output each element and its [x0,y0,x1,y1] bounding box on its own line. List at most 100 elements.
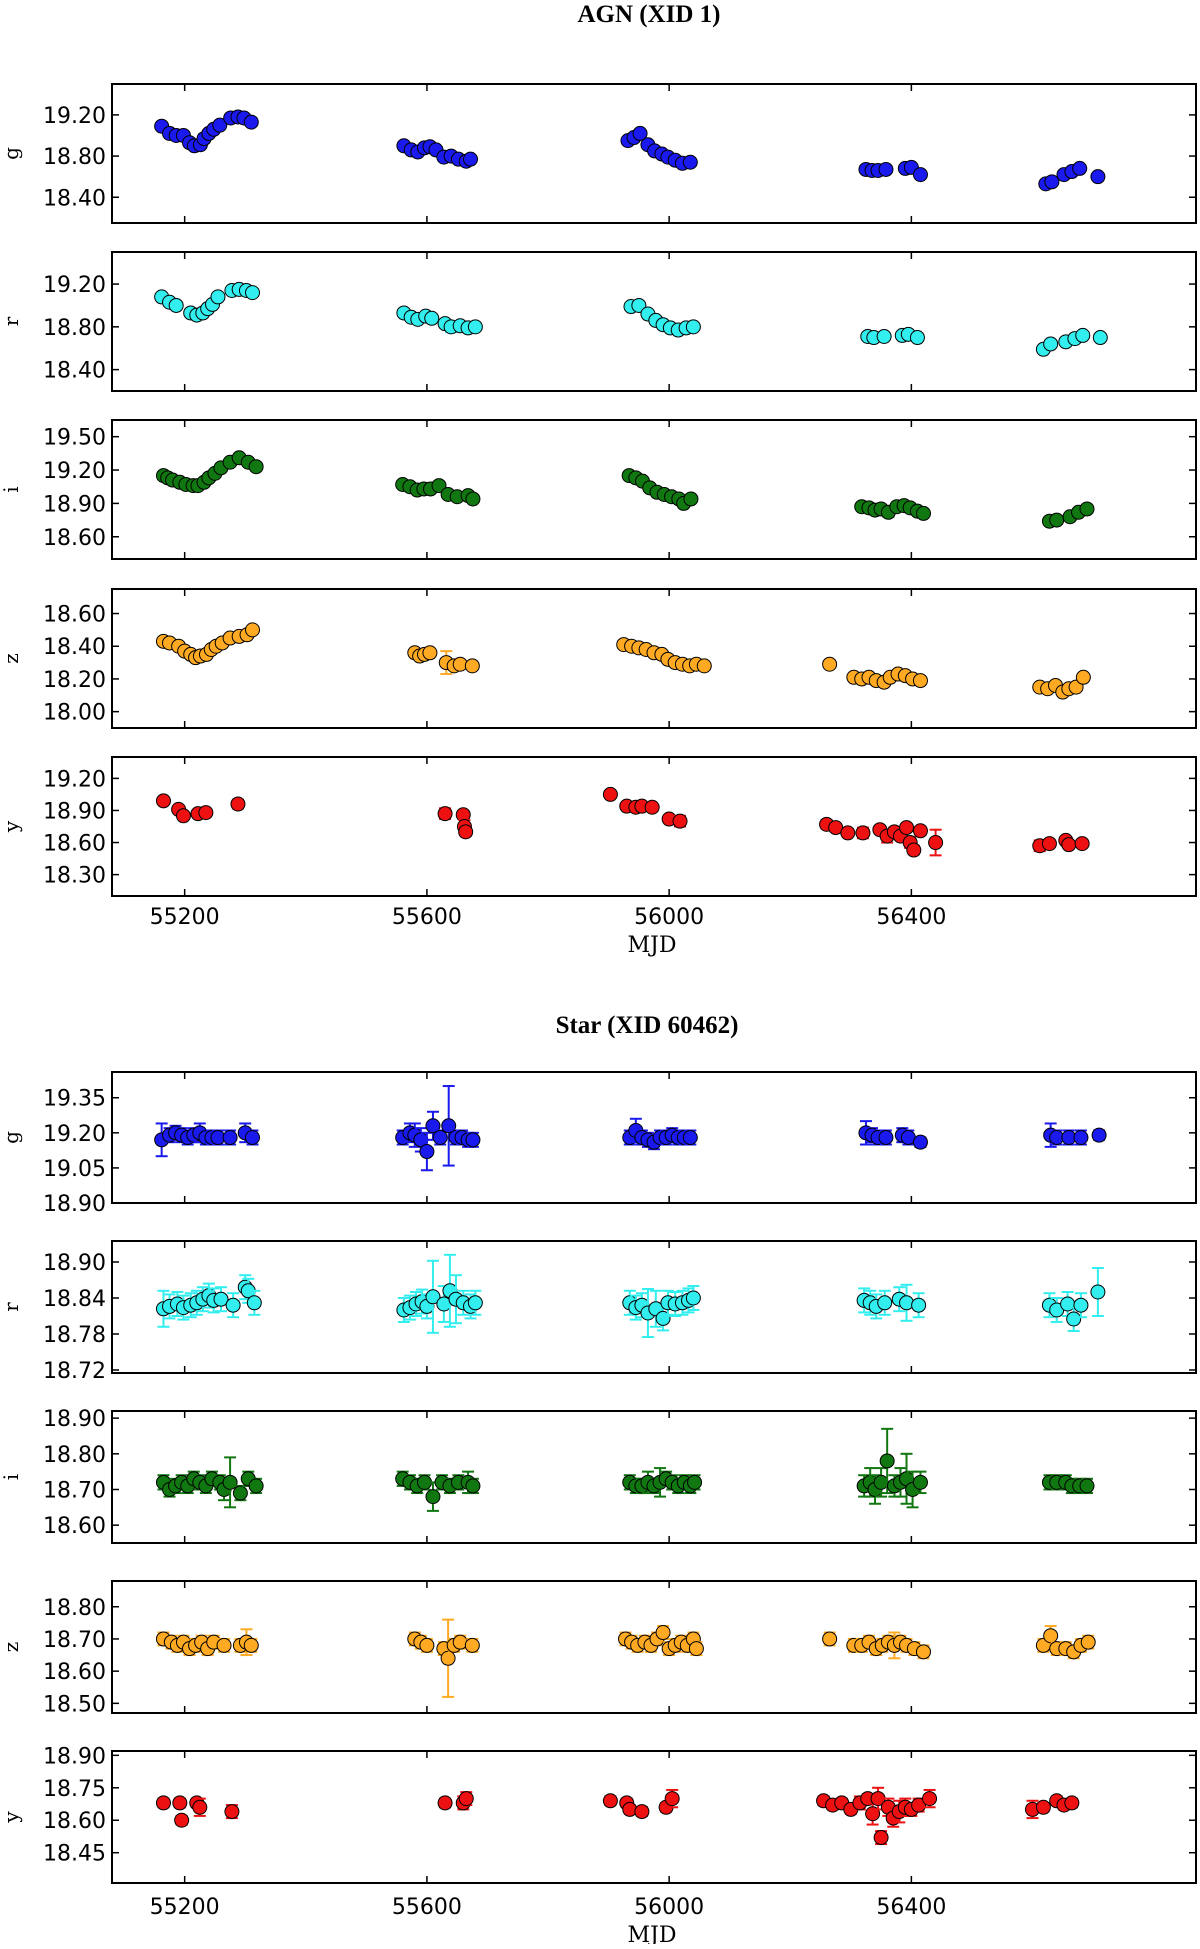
y-tick-label: 18.60 [43,832,106,857]
data-point [840,825,856,841]
data-points [155,786,1090,858]
panel-frame [111,1750,1197,1884]
data-point [855,825,871,841]
y-tick-label: 18.75 [43,1777,106,1802]
panel-frame [111,756,1197,897]
data-point [682,154,698,170]
data-point [688,1641,704,1657]
y-axis-label: g [0,1131,23,1144]
data-point [912,1134,928,1150]
data-point [424,310,440,326]
y-tick-label: 18.80 [43,316,106,341]
data-point [1090,169,1106,185]
data-point [248,459,264,475]
data-point [437,806,453,822]
y-tick-label: 18.40 [43,186,106,211]
data-point [425,1289,441,1305]
data-point [1080,1634,1096,1650]
y-tick-label: 18.84 [43,1287,106,1312]
data-point [899,820,915,836]
data-point [911,1797,927,1813]
data-point [244,1130,260,1145]
data-point [465,1132,481,1148]
y-axis-label: y [0,1811,23,1824]
data-point [1060,1296,1076,1312]
data-point [822,1631,838,1647]
y-axis-label: r [0,1302,23,1312]
data-point [198,805,214,821]
data-point [1091,1127,1107,1143]
panel-y: 19.20 18.90 18.60 18.30 y [0,756,1197,897]
x-tick-label: 55200 [150,1895,220,1920]
y-tick-label: 18.80 [43,145,106,170]
data-point [915,1644,931,1660]
data-point [425,1118,441,1134]
star-light-curve-chart: 19.35 19.20 19.05 18.90 g 18.90 18.84 18.78 18.7… [0,1071,1197,1920]
y-tick-label: 19.20 [43,767,106,792]
data-point [192,1799,208,1815]
y-axis-label: y [0,820,23,833]
y-tick-label: 18.90 [43,1251,106,1276]
data-point [873,1474,889,1490]
x-tick-label: 56400 [876,905,946,930]
data-point [909,330,925,346]
y-axis-label: i [0,1474,23,1480]
data-point [225,1297,241,1313]
star-chart-title: Star (XID 60462) [556,1012,739,1039]
data-point [682,1130,698,1145]
y-tick-label: 18.40 [43,635,106,660]
data-point [1043,336,1059,352]
panel-r: 19.20 18.80 18.40 r [0,251,1197,392]
panel-i: 18.90 18.80 18.70 18.60 i [0,1407,1197,1544]
data-point [696,658,712,674]
panel-frame [111,83,1197,224]
data-point [174,1812,190,1828]
data-point [1075,669,1091,685]
data-point [915,505,931,521]
data-point [437,1795,453,1811]
data-point [685,1290,701,1306]
data-point [458,824,474,840]
data-point [602,786,618,802]
data-point [440,1650,456,1666]
x-tick-label: 56000 [634,905,704,930]
data-point [210,289,226,305]
panel-z: 18.60 18.40 18.20 18.00 z [0,588,1197,729]
star-x-axis-label: MJD [628,1923,677,1944]
data-points [155,622,1091,700]
y-tick-label: 18.90 [43,1744,106,1769]
panel-frame [111,1240,1197,1374]
panel-frame [111,419,1197,560]
y-tick-label: 18.60 [43,1660,106,1685]
data-point [622,1801,638,1817]
data-point [878,161,894,177]
agn-light-curve-chart: 19.2018.8018.40g19.2018.8018.40r19.5019.… [0,83,1197,930]
data-point [664,1791,680,1807]
data-point [672,813,688,829]
y-tick-label: 18.00 [43,701,106,726]
data-point [224,1804,240,1820]
data-point [1092,330,1108,346]
y-tick-label: 18.70 [43,1478,106,1503]
data-point [419,1144,435,1160]
y-tick-label: 19.05 [43,1157,106,1182]
data-point [425,1489,441,1505]
data-point [467,319,483,335]
data-point [655,1625,671,1641]
data-point [465,491,481,507]
y-tick-label: 19.20 [43,273,106,298]
y-axis-label: r [0,316,23,326]
data-point [175,808,191,824]
x-tick-label: 55600 [392,905,462,930]
panel-frame [111,1580,1197,1714]
x-tick-label: 55600 [392,1895,462,1920]
data-point [441,1118,457,1134]
panel-frame [111,1410,1197,1544]
panel-y: 18.90 18.75 18.60 18.45 y [0,1744,1197,1884]
y-tick-label: 19.20 [43,104,106,129]
data-point [222,1474,238,1490]
data-point [685,319,701,335]
data-point [687,1474,703,1490]
data-points [154,109,1106,192]
